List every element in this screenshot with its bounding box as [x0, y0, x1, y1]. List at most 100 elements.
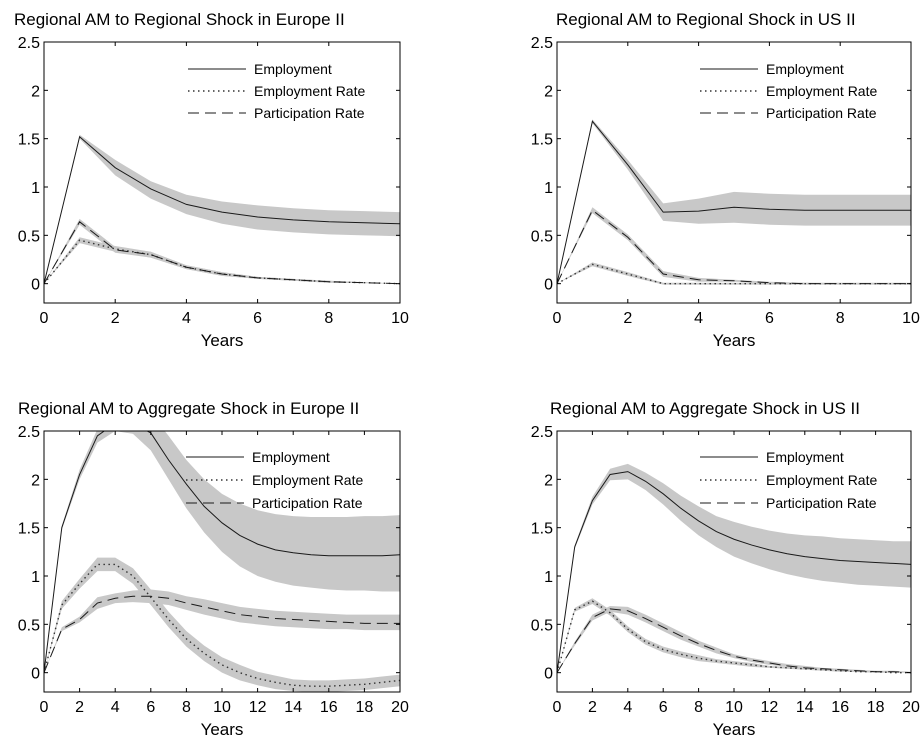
legend-label: Employment — [766, 449, 844, 465]
x-tick-label: 14 — [796, 699, 814, 716]
x-tick-label: 10 — [213, 699, 231, 716]
y-tick-label: 0.5 — [18, 228, 40, 245]
chart-title: Regional AM to Regional Shock in Europe … — [14, 10, 345, 29]
x-tick-label: 4 — [694, 310, 703, 327]
x-tick-label: 0 — [40, 310, 49, 327]
y-tick-label: 2.5 — [18, 424, 40, 441]
x-axis-label: Years — [201, 331, 244, 350]
series-line-1 — [44, 135, 400, 284]
legend-label: Employment Rate — [766, 472, 877, 488]
y-tick-label: 2.5 — [18, 35, 40, 52]
legend-label: Employment Rate — [254, 83, 365, 99]
y-tick-label: 0 — [31, 277, 40, 294]
confidence-band-2 — [44, 237, 400, 284]
legend: Employment Employment Rate Participation R… — [700, 61, 877, 121]
x-tick-label: 2 — [588, 699, 597, 716]
legend-label: Employment Rate — [766, 83, 877, 99]
x-tick-label: 4 — [182, 310, 191, 327]
x-tick-label: 14 — [284, 699, 302, 716]
x-tick-label: 10 — [725, 699, 743, 716]
y-tick-label: 1.5 — [18, 521, 40, 538]
x-tick-label: 18 — [356, 699, 374, 716]
y-tick-label: 2 — [31, 83, 40, 100]
x-tick-label: 20 — [902, 699, 920, 716]
series-line-3 — [44, 221, 400, 285]
series-line-3 — [557, 209, 911, 285]
y-tick-label: 1.5 — [531, 132, 553, 149]
y-tick-label: 0 — [31, 666, 40, 683]
chart-title: Regional AM to Aggregate Shock in Europe… — [18, 399, 359, 418]
series-line-1 — [557, 471, 911, 673]
y-tick-label: 2 — [544, 472, 553, 489]
x-tick-label: 20 — [391, 699, 409, 716]
y-tick-label: 0.5 — [531, 617, 553, 634]
y-tick-label: 2 — [31, 472, 40, 489]
x-tick-label: 16 — [831, 699, 849, 716]
series-line-2 — [44, 239, 400, 285]
y-tick-label: 2 — [544, 83, 553, 100]
y-tick-label: 1 — [31, 180, 40, 197]
y-tick-label: 0 — [544, 666, 553, 683]
x-tick-label: 4 — [623, 699, 632, 716]
confidence-band-1 — [557, 119, 911, 284]
x-tick-label: 2 — [111, 310, 120, 327]
x-tick-label: 2 — [623, 310, 632, 327]
y-tick-label: 2.5 — [531, 424, 553, 441]
legend: Employment Employment Rate Participation R… — [186, 449, 363, 511]
plot-frame — [43, 41, 401, 304]
x-tick-label: 6 — [253, 310, 262, 327]
y-tick-label: 0.5 — [531, 228, 553, 245]
chart-panel-3: 0 2 4 6 8 10 12 14 16 18 20 0 0.5 1 1.5 2 2.5 Regional AM… — [18, 399, 409, 739]
series-line-1 — [44, 431, 400, 673]
chart-title: Regional AM to Aggregate Shock in US II — [550, 399, 860, 418]
x-tick-label: 6 — [146, 699, 155, 716]
x-axis-label: Years — [713, 720, 756, 739]
x-tick-label: 10 — [902, 310, 920, 327]
legend-label: Employment Rate — [252, 472, 363, 488]
x-tick-label: 12 — [249, 699, 267, 716]
x-tick-label: 8 — [324, 310, 333, 327]
x-tick-label: 16 — [320, 699, 338, 716]
x-tick-label: 6 — [765, 310, 774, 327]
legend-label: Participation Rate — [766, 105, 877, 121]
confidence-band-2 — [44, 557, 400, 692]
chart-title: Regional AM to Regional Shock in US II — [556, 10, 856, 29]
x-tick-label: 12 — [761, 699, 779, 716]
x-tick-label: 8 — [182, 699, 191, 716]
confidence-band-1 — [44, 431, 400, 673]
y-tick-label: 1.5 — [531, 521, 553, 538]
x-tick-label: 2 — [75, 699, 84, 716]
confidence-band-3 — [44, 589, 400, 673]
chart-panel-1: 0 2 4 6 8 10 0 0.5 1 1.5 2 2.5 Regional AM to Region… — [14, 10, 409, 350]
series-line-3 — [557, 608, 911, 674]
x-tick-label: 10 — [391, 310, 409, 327]
x-tick-label: 4 — [111, 699, 120, 716]
y-tick-label: 1 — [31, 569, 40, 586]
legend-label: Participation Rate — [252, 495, 363, 511]
x-tick-label: 0 — [553, 310, 562, 327]
x-axis-label: Years — [201, 720, 244, 739]
legend-label: Participation Rate — [766, 495, 877, 511]
y-tick-label: 1 — [544, 180, 553, 197]
confidence-band-3 — [44, 218, 400, 284]
x-tick-label: 0 — [40, 699, 49, 716]
plot-frame — [556, 41, 912, 304]
y-tick-label: 1.5 — [18, 132, 40, 149]
x-tick-label: 8 — [694, 699, 703, 716]
confidence-band-1 — [44, 134, 400, 284]
legend: Employment Employment Rate Participation R… — [188, 61, 365, 121]
x-tick-label: 8 — [836, 310, 845, 327]
confidence-band-1 — [557, 463, 911, 673]
legend: Employment Employment Rate Participation R… — [700, 449, 877, 511]
x-tick-label: 18 — [867, 699, 885, 716]
chart-panel-4: 0 2 4 6 8 10 12 14 16 18 20 0 0.5 1 1.5 2 2.5 Regional AM… — [531, 399, 920, 739]
legend-label: Employment — [254, 61, 332, 77]
series-line-1 — [557, 120, 911, 284]
x-tick-label: 6 — [659, 699, 668, 716]
x-axis-label: Years — [713, 331, 756, 350]
y-tick-label: 0 — [544, 277, 553, 294]
y-tick-label: 0.5 — [18, 617, 40, 634]
legend-label: Participation Rate — [254, 105, 365, 121]
